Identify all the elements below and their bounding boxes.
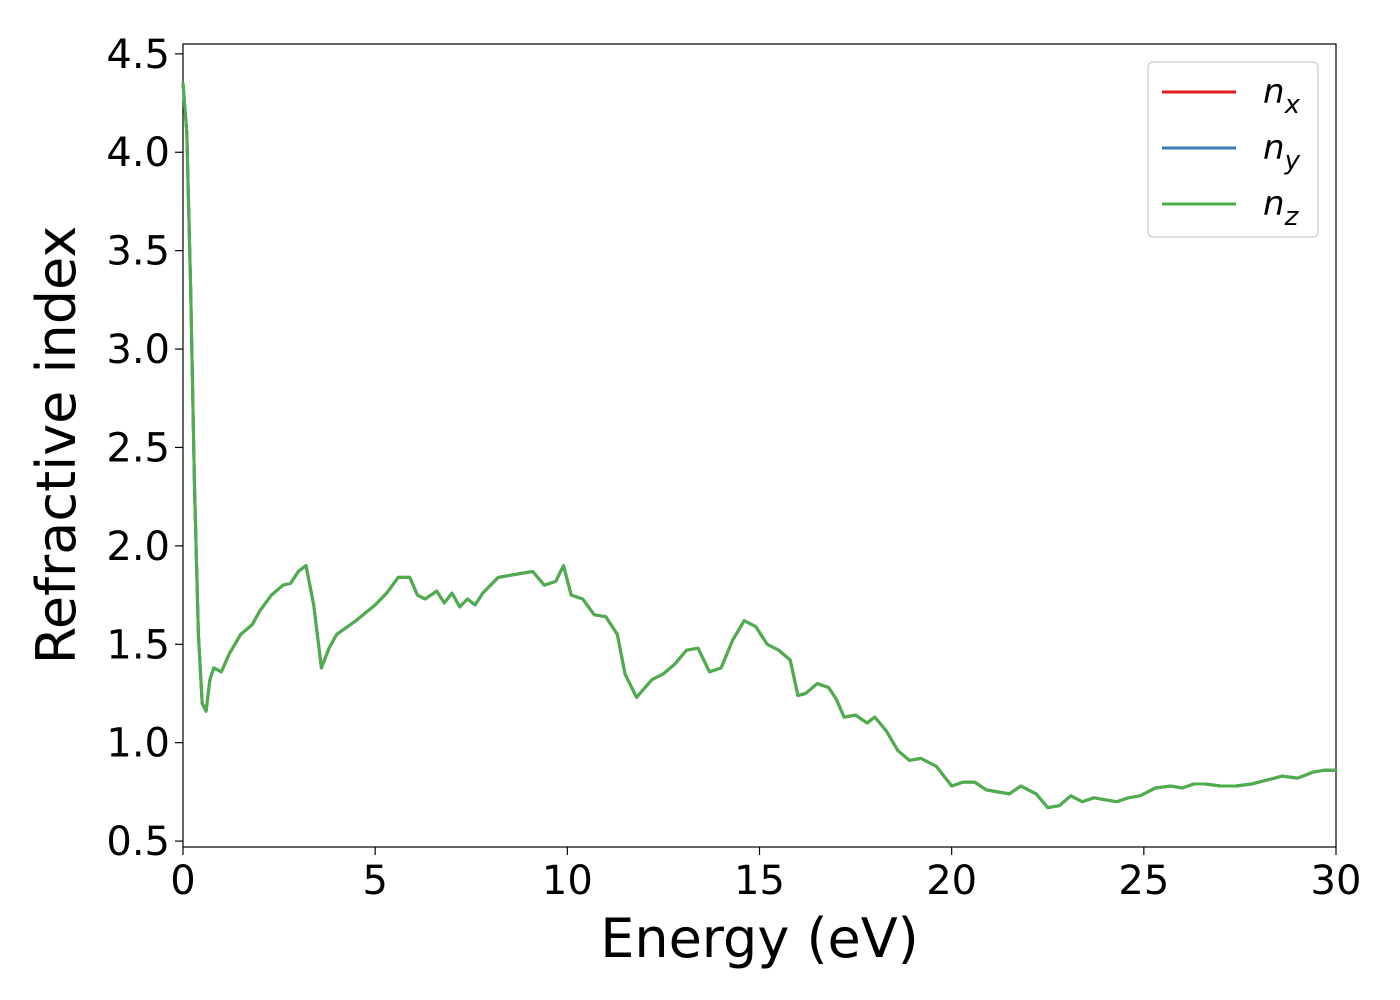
x-axis-label: Energy (eV) [600,907,919,970]
legend-label-ny: ny [1263,128,1301,176]
x-tick-label: 20 [926,858,977,904]
x-tick-label: 10 [542,858,593,904]
y-axis-label: Refractive index [25,226,88,665]
x-tick-label: 0 [170,858,195,904]
y-tick-label: 1.0 [106,721,170,767]
legend: nx ny nz [1147,61,1319,238]
y-tick-label: 3.5 [106,229,170,275]
x-tick-label: 5 [362,858,387,904]
x-tick-label: 30 [1311,858,1362,904]
y-tick-label: 2.5 [106,425,170,471]
legend-label-nx: nx [1263,72,1301,120]
series-line-nz [181,81,1338,810]
series-group [181,81,1338,810]
legend-items: nx ny nz [1162,72,1301,232]
x-tick-label: 15 [734,858,785,904]
y-tick-label: 1.5 [106,622,170,668]
legend-label-nz: nz [1263,184,1300,232]
x-axis-ticks: 0 5 10 15 20 25 30 [170,847,1361,904]
y-tick-label: 4.0 [106,130,170,176]
y-tick-label: 3.0 [106,327,170,373]
y-tick-label: 4.5 [106,32,170,78]
y-tick-label: 0.5 [106,819,170,865]
y-tick-label: 2.0 [106,524,170,570]
y-axis-ticks: 0.5 1.0 1.5 2.0 2.5 3.0 3.5 4.0 4.5 [106,32,183,865]
x-tick-label: 25 [1118,858,1169,904]
